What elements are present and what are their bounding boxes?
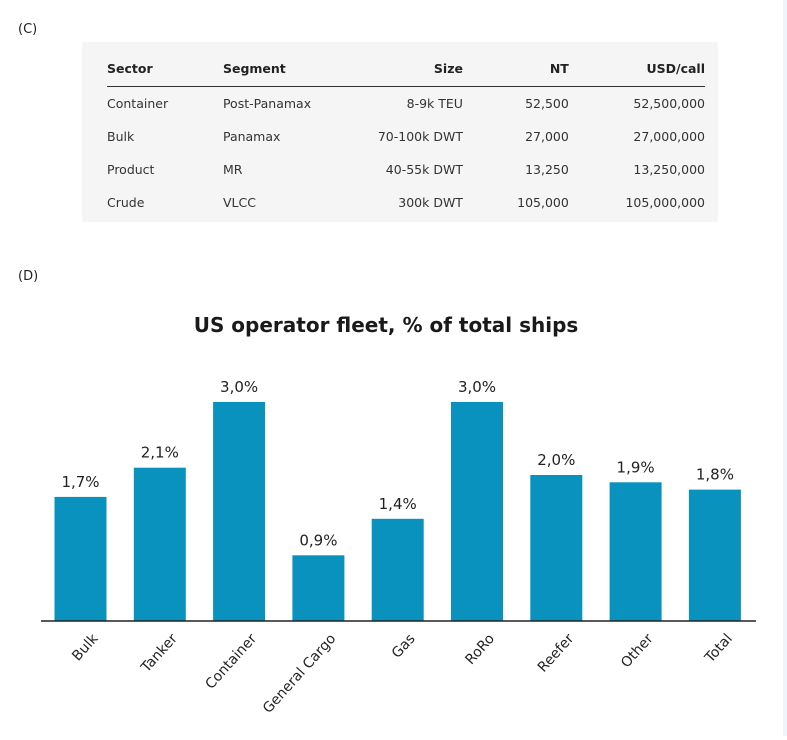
data-label: 1,8% xyxy=(696,466,734,484)
cell-segment: MR xyxy=(222,162,243,177)
bar-bulk xyxy=(54,496,107,621)
cell-usd: 13,250,000 xyxy=(633,162,705,177)
table-row: Crude VLCC 300k DWT 105,000 105,000,000 xyxy=(107,186,705,219)
bar-tanker xyxy=(133,467,186,621)
cell-size: 8-9k TEU xyxy=(406,96,463,111)
cell-size: 40-55k DWT xyxy=(385,162,463,177)
cell-sector: Crude xyxy=(107,195,145,210)
data-label: 0,9% xyxy=(299,531,337,549)
bar-gas xyxy=(371,518,424,621)
header-nt: NT xyxy=(462,50,569,87)
fees-table: Sector Segment Size NT USD/call Containe… xyxy=(107,50,705,219)
bar-container xyxy=(213,402,266,621)
bar-chart: US operator fleet, % of total ships 1,7%… xyxy=(41,313,756,717)
table-row: Bulk Panamax 70-100k DWT 27,000 27,000,0… xyxy=(107,120,705,153)
cell-size: 300k DWT xyxy=(398,195,463,210)
bars-group: 1,7% 2,1% 3,0% 0,9% 1,4% 3,0% 2,0% 1,9% 1,8% xyxy=(54,378,741,621)
cell-nt: 105,000 xyxy=(517,195,569,210)
cell-segment: Panamax xyxy=(222,129,281,144)
data-label: 1,4% xyxy=(379,495,417,513)
cell-usd: 52,500,000 xyxy=(633,96,705,111)
header-size: Size xyxy=(349,50,463,87)
cell-usd: 27,000,000 xyxy=(633,129,705,144)
cell-sector: Bulk xyxy=(107,129,135,144)
x-tick-label: RoRo xyxy=(462,631,498,668)
panel-label-c: (C) xyxy=(18,22,38,37)
data-label: 3,0% xyxy=(220,378,258,396)
bar-reefer xyxy=(530,475,583,621)
table-row: Container Post-Panamax 8-9k TEU 52,500 5… xyxy=(107,87,705,121)
fees-table-panel: Sector Segment Size NT USD/call Containe… xyxy=(82,42,718,222)
bar-total xyxy=(688,489,741,621)
bar-other xyxy=(609,482,662,621)
x-tick-label: Other xyxy=(618,631,657,671)
table-row: Product MR 40-55k DWT 13,250 13,250,000 xyxy=(107,153,705,186)
cell-segment: Post-Panamax xyxy=(222,96,312,111)
x-tick-label: Container xyxy=(202,631,260,693)
panel-label-d: (D) xyxy=(18,269,39,284)
data-label: 2,1% xyxy=(141,444,179,462)
cell-sector: Product xyxy=(107,162,155,177)
cell-nt: 52,500 xyxy=(525,96,569,111)
data-label: 2,0% xyxy=(537,451,575,469)
cell-usd: 105,000,000 xyxy=(625,195,705,210)
cell-size: 70-100k DWT xyxy=(377,129,463,144)
cell-sector: Container xyxy=(107,96,169,111)
x-tick-label: Bulk xyxy=(69,630,102,664)
bar-general-cargo xyxy=(292,555,345,621)
x-tick-label: Tanker xyxy=(138,631,181,677)
table-header-row: Sector Segment Size NT USD/call xyxy=(107,50,705,87)
header-usd-call: USD/call xyxy=(568,50,705,87)
data-label: 1,9% xyxy=(617,458,655,476)
x-tick-label: Reefer xyxy=(535,631,578,676)
x-tick-label: General Cargo xyxy=(260,631,339,717)
window-edge-strip xyxy=(783,0,787,736)
cell-nt: 27,000 xyxy=(525,129,569,144)
bar-roro xyxy=(451,402,503,621)
header-segment: Segment xyxy=(222,50,350,87)
header-sector: Sector xyxy=(107,50,223,87)
x-tick-label: Total xyxy=(701,631,735,667)
chart-title: US operator fleet, % of total ships xyxy=(194,313,579,337)
x-tick-label: Gas xyxy=(389,631,419,662)
cell-nt: 13,250 xyxy=(525,162,569,177)
cell-segment: VLCC xyxy=(222,195,256,210)
fleet-chart-panel: US operator fleet, % of total ships 1,7%… xyxy=(14,290,782,736)
data-label: 1,7% xyxy=(61,473,99,491)
data-label: 3,0% xyxy=(458,378,496,396)
